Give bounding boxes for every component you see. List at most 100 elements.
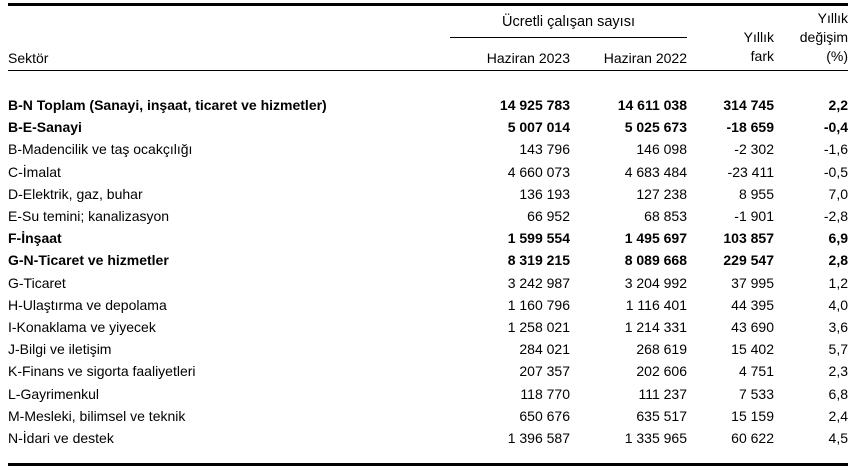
yillik-degisim-cell: 1,2 bbox=[828, 274, 848, 291]
yillik-fark-cell: 15 402 bbox=[731, 341, 774, 358]
yillik-fark-cell: 314 745 bbox=[723, 97, 774, 114]
yillik-fark-cell: -2 302 bbox=[734, 141, 774, 158]
haziran-2023-cell: 207 357 bbox=[519, 363, 570, 380]
table-row: G-N-Ticaret ve hizmetler 8 319 215 8 089… bbox=[8, 249, 848, 271]
table-row: C-İmalat 4 660 073 4 683 484 -23 411 -0,… bbox=[8, 161, 848, 183]
table-row: F-İnşaat 1 599 554 1 495 697 103 857 6,9 bbox=[8, 227, 848, 249]
haziran-2023-cell: 8 319 215 bbox=[507, 252, 570, 269]
haziran-2022-cell: 5 025 673 bbox=[624, 119, 687, 136]
table-body: B-N Toplam (Sanayi, inşaat, ticaret ve h… bbox=[8, 71, 848, 449]
yillik-fark-cell: -18 659 bbox=[726, 119, 774, 136]
haziran-2022-cell: 1 335 965 bbox=[624, 429, 687, 446]
yillik-degisim-line1: Yıllık bbox=[817, 10, 848, 26]
haziran-2022-cell: 1 495 697 bbox=[624, 230, 687, 247]
yillik-degisim-cell: -2,8 bbox=[823, 208, 848, 225]
yillik-fark-line1: Yıllık bbox=[743, 29, 774, 45]
haziran-2022-cell: 635 517 bbox=[636, 407, 687, 424]
table-row: M-Mesleki, bilimsel ve teknik 650 676 63… bbox=[8, 405, 848, 427]
sector-cell: C-İmalat bbox=[8, 163, 61, 180]
haziran-2022-cell: 1 116 401 bbox=[625, 296, 687, 313]
sector-cell: K-Finans ve sigorta faaliyetleri bbox=[8, 363, 196, 380]
yillik-fark-cell: 8 955 bbox=[738, 185, 774, 202]
col-header-haziran-2022: Haziran 2022 bbox=[603, 50, 687, 66]
table-row: B-N Toplam (Sanayi, inşaat, ticaret ve h… bbox=[8, 94, 848, 116]
yillik-fark-cell: 7 533 bbox=[738, 385, 774, 402]
table-header: Sektör Ücretli çalışan sayısı Haziran 20… bbox=[8, 6, 848, 71]
yillik-fark-cell: 60 622 bbox=[731, 429, 774, 446]
yillik-fark-cell: -23 411 bbox=[727, 163, 774, 180]
yillik-degisim-cell: 4,0 bbox=[828, 296, 848, 313]
yillik-degisim-cell: 3,6 bbox=[828, 318, 848, 335]
haziran-2023-cell: 143 796 bbox=[519, 141, 570, 158]
sector-cell: E-Su temini; kanalizasyon bbox=[8, 208, 170, 225]
haziran-2023-cell: 136 193 bbox=[519, 185, 570, 202]
yillik-fark-cell: 37 995 bbox=[731, 274, 774, 291]
haziran-2023-cell: 3 242 987 bbox=[507, 274, 570, 291]
col-header-haziran-2023: Haziran 2023 bbox=[486, 50, 570, 66]
sector-cell: B-E-Sanayi bbox=[8, 119, 82, 136]
haziran-2022-cell: 3 204 992 bbox=[624, 274, 687, 291]
table-bottom-rule bbox=[8, 463, 848, 466]
paid-employees-group-header: Ücretli çalışan sayısı Haziran 2023 Hazi… bbox=[450, 6, 687, 70]
yillik-fark-cell: 15 159 bbox=[731, 407, 774, 424]
yillik-degisim-cell: -0,4 bbox=[823, 119, 848, 136]
haziran-2022-cell: 8 089 668 bbox=[624, 252, 687, 269]
table-row: G-Ticaret 3 242 987 3 204 992 37 995 1,2 bbox=[8, 272, 848, 294]
yillik-fark-cell: 44 395 bbox=[731, 296, 774, 313]
table-row: B-Madencilik ve taş ocakçılığı 143 796 1… bbox=[8, 138, 848, 160]
yillik-degisim-cell: -0,5 bbox=[823, 163, 848, 180]
haziran-2023-cell: 4 660 073 bbox=[507, 163, 570, 180]
yillik-degisim-cell: 4,5 bbox=[828, 429, 848, 446]
yillik-fark-cell: 43 690 bbox=[731, 318, 774, 335]
table-row: K-Finans ve sigorta faaliyetleri 207 357… bbox=[8, 360, 848, 382]
table-row: H-Ulaştırma ve depolama 1 160 796 1 116 … bbox=[8, 294, 848, 316]
yillik-degisim-cell: 7,0 bbox=[828, 185, 848, 202]
sector-cell: I-Konaklama ve yiyecek bbox=[8, 318, 156, 335]
haziran-2023-cell: 118 770 bbox=[520, 385, 570, 402]
yillik-degisim-cell: 2,8 bbox=[828, 252, 848, 269]
yillik-degisim-cell: 6,8 bbox=[828, 385, 848, 402]
table-row: L-Gayrimenkul 118 770 111 237 7 533 6,8 bbox=[8, 382, 848, 404]
yillik-degisim-line3: (%) bbox=[826, 48, 848, 64]
haziran-2023-cell: 1 160 796 bbox=[507, 296, 570, 313]
yillik-fark-cell: 4 751 bbox=[738, 363, 774, 380]
yillik-fark-cell: 229 547 bbox=[723, 252, 774, 269]
haziran-2022-cell: 68 853 bbox=[644, 208, 687, 225]
haziran-2022-cell: 4 683 484 bbox=[624, 163, 687, 180]
haziran-2023-cell: 1 258 021 bbox=[507, 318, 570, 335]
haziran-2023-cell: 14 925 783 bbox=[499, 97, 570, 114]
haziran-2022-cell: 1 214 331 bbox=[624, 318, 687, 335]
table-row: E-Su temini; kanalizasyon 66 952 68 853 … bbox=[8, 205, 848, 227]
sector-cell: D-Elektrik, gaz, buhar bbox=[8, 185, 143, 202]
sector-cell: L-Gayrimenkul bbox=[8, 385, 100, 402]
col-header-yillik-degisim: Yıllık değişim (%) bbox=[774, 6, 848, 70]
group-subcolumns: Haziran 2023 Haziran 2022 bbox=[450, 38, 687, 70]
table-top-rule bbox=[8, 3, 848, 6]
yillik-degisim-cell: 6,9 bbox=[828, 230, 848, 247]
table-row: B-E-Sanayi 5 007 014 5 025 673 -18 659 -… bbox=[8, 116, 848, 138]
yillik-degisim-cell: -1,6 bbox=[823, 141, 848, 158]
haziran-2022-cell: 146 098 bbox=[636, 141, 687, 158]
haziran-2022-cell: 111 237 bbox=[638, 385, 687, 402]
sector-column-header: Sektör bbox=[8, 6, 450, 70]
haziran-2022-cell: 268 619 bbox=[636, 341, 687, 358]
haziran-2023-cell: 284 021 bbox=[519, 341, 570, 358]
col-header-yillik-fark: Yıllık fark bbox=[687, 6, 774, 70]
yillik-fark-line2: fark bbox=[750, 48, 774, 64]
sector-cell: H-Ulaştırma ve depolama bbox=[8, 296, 167, 313]
sector-cell: B-N Toplam (Sanayi, inşaat, ticaret ve h… bbox=[8, 97, 327, 114]
yillik-degisim-cell: 5,7 bbox=[828, 341, 848, 358]
haziran-2023-cell: 650 676 bbox=[519, 407, 570, 424]
sector-cell: J-Bilgi ve iletişim bbox=[8, 341, 112, 358]
haziran-2022-cell: 202 606 bbox=[636, 363, 687, 380]
sector-cell: G-Ticaret bbox=[8, 274, 66, 291]
sector-cell: N-İdari ve destek bbox=[8, 429, 114, 446]
sector-cell: F-İnşaat bbox=[8, 230, 62, 247]
haziran-2023-cell: 1 396 587 bbox=[507, 429, 570, 446]
sector-cell: B-Madencilik ve taş ocakçılığı bbox=[8, 141, 193, 158]
table-row: J-Bilgi ve iletişim 284 021 268 619 15 4… bbox=[8, 338, 848, 360]
employees-by-sector-table: Sektör Ücretli çalışan sayısı Haziran 20… bbox=[8, 3, 848, 466]
yillik-degisim-line2: değişim bbox=[799, 29, 848, 45]
yillik-fark-cell: -1 901 bbox=[734, 208, 774, 225]
yillik-degisim-cell: 2,3 bbox=[828, 363, 848, 380]
